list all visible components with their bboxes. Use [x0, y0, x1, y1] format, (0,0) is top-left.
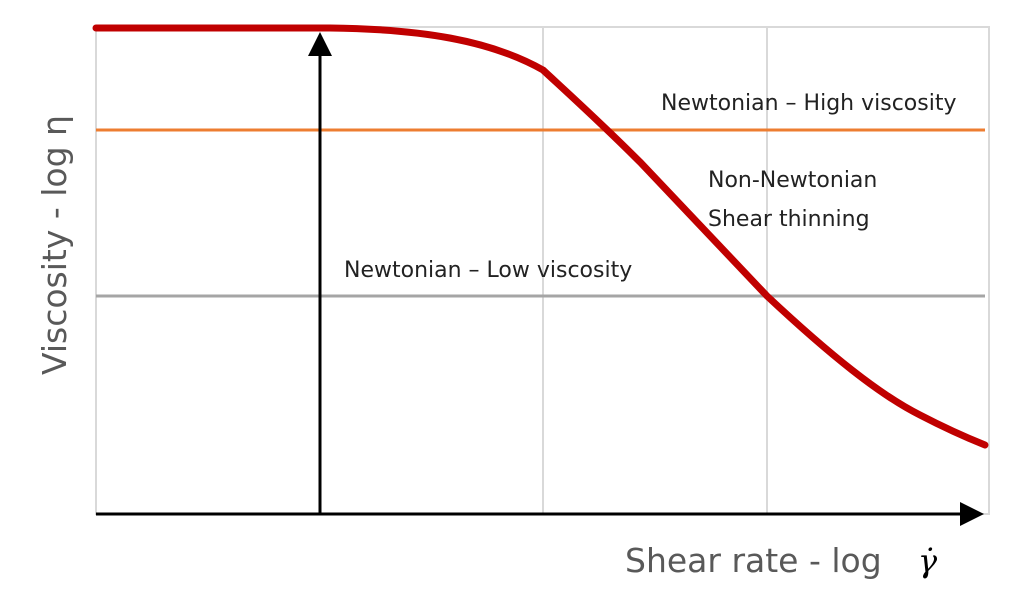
label-newtonian-high: Newtonian – High viscosity: [661, 91, 956, 116]
x-axis-label: Shear rate - log: [625, 541, 882, 580]
label-shear-thinning: Shear thinning: [708, 207, 870, 232]
x-axis-symbol: γ̇: [918, 542, 938, 580]
y-axis-label: Viscosity - log η: [35, 115, 74, 375]
shear-thinning-curve: [92, 24, 989, 449]
label-non-newtonian: Non-Newtonian: [708, 168, 877, 193]
label-newtonian-low: Newtonian – Low viscosity: [344, 258, 632, 283]
